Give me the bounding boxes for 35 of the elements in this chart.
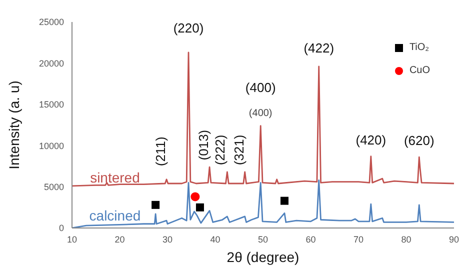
legend-label: CuO [409, 65, 430, 76]
x-axis-title: 2θ (degree) [226, 249, 300, 265]
x-tick-label: 20 [114, 234, 125, 244]
y-tick-label: 15000 [38, 100, 64, 110]
x-tick-label: 60 [306, 234, 316, 244]
annotation: (400) [248, 108, 272, 119]
x-tick-label: 50 [258, 234, 268, 244]
annotation: (013) [196, 130, 212, 160]
legend-label: TiO₂ [409, 42, 430, 53]
x-tick-label: 10 [66, 234, 78, 244]
y-tick-label: 0 [58, 223, 64, 234]
x-tick-label: 80 [401, 234, 412, 244]
y-axis-title: Intensity (a. u) [6, 80, 22, 170]
annotation: (222) [212, 134, 228, 166]
x-tick-label: 70 [353, 234, 364, 244]
x-tick-label: 30 [162, 234, 173, 244]
point [190, 192, 200, 202]
annotation: (211) [153, 136, 168, 166]
point [196, 203, 204, 212]
annotation: (400) [245, 80, 276, 95]
series-label: sintered [90, 170, 140, 186]
x-tick-label: 40 [210, 234, 220, 244]
y-tick-label: 10000 [38, 140, 64, 151]
point [152, 200, 160, 209]
y-tick-label: 25000 [38, 17, 64, 28]
point [280, 196, 288, 205]
annotation: (321) [231, 134, 246, 166]
annotation: (620) [404, 133, 434, 148]
annotation: (422) [304, 40, 334, 56]
y-tick-label: 20000 [38, 58, 64, 68]
annotation: (220) [173, 20, 204, 36]
annotation: (420) [356, 132, 386, 148]
series-label: calcined [89, 208, 141, 224]
x-tick-label: 90 [448, 234, 460, 244]
y-tick-label: 5000 [44, 182, 64, 192]
